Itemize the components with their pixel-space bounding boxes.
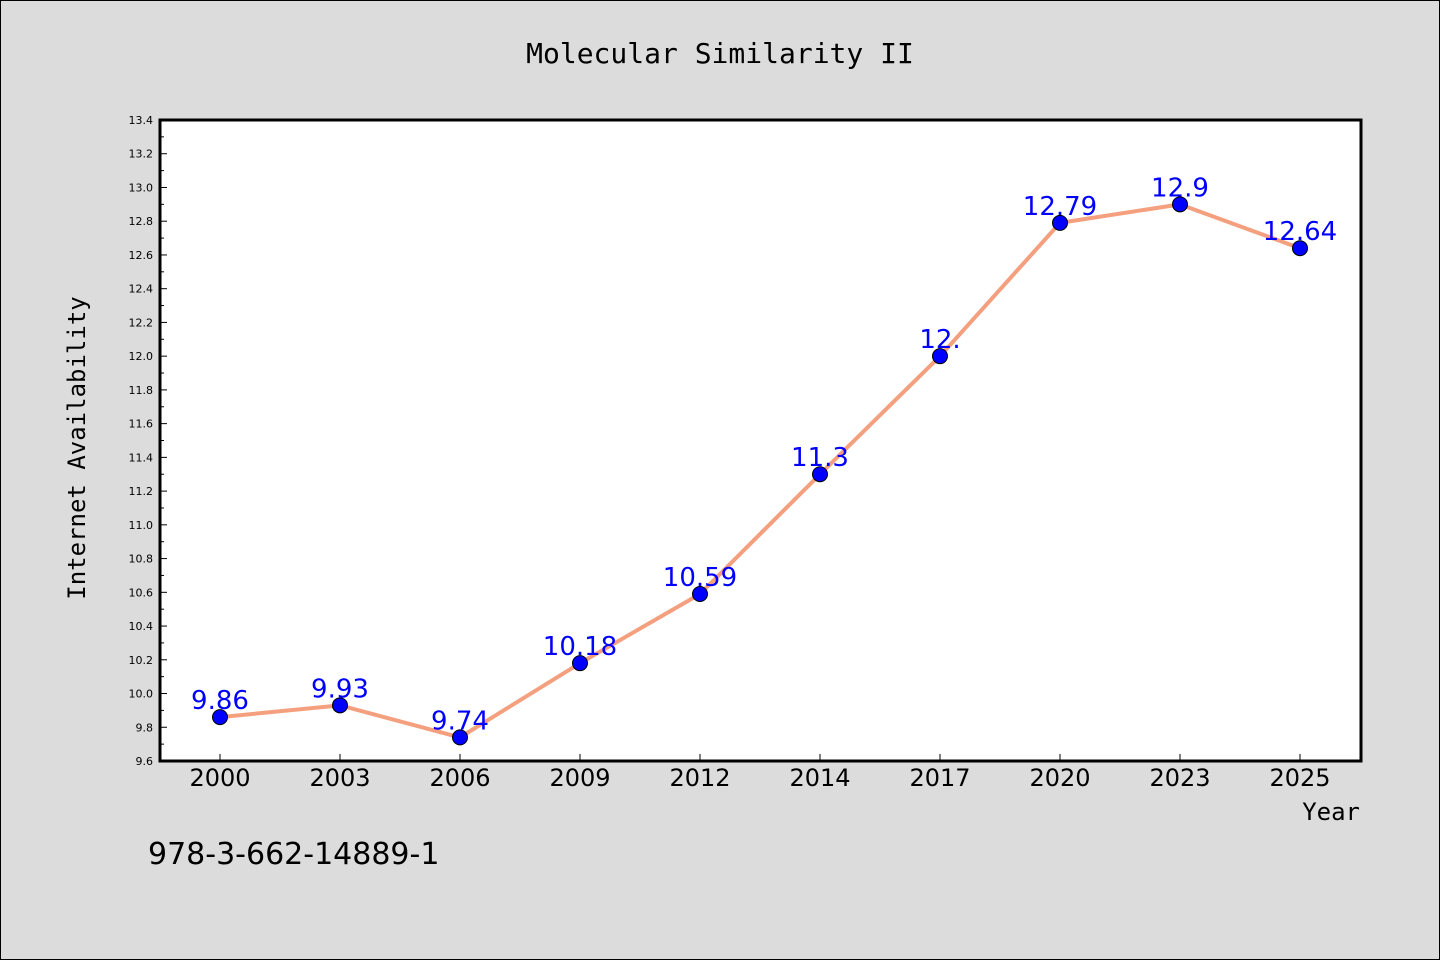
x-tick-label: 2000 — [189, 764, 250, 792]
data-point-marker — [1172, 196, 1188, 213]
data-label: 12.64 — [1263, 217, 1337, 247]
data-label: 10.59 — [663, 563, 737, 593]
data-label: 9.93 — [311, 674, 369, 704]
data-point-marker — [572, 655, 588, 672]
series-line — [219, 202, 1301, 740]
y-tick-label: 11.2 — [129, 485, 154, 498]
y-axis-label: Internet Availability — [63, 296, 91, 599]
y-tick-label: 10.4 — [129, 620, 154, 633]
y-tick-label: 13.4 — [129, 114, 154, 127]
data-point-marker — [1292, 240, 1308, 257]
y-axis-ticks: 9.6 9.8 10.0 10.2 10.4 10.6 10.8 11.0 11.2 11.4 11… — [129, 114, 167, 768]
x-tick-label: 2009 — [549, 764, 610, 792]
y-tick-label: 11.6 — [129, 418, 154, 431]
plot-area — [158, 118, 1363, 763]
y-tick-label: 12.6 — [129, 249, 154, 262]
y-tick-label: 10.0 — [129, 688, 154, 701]
data-point-marker — [332, 697, 348, 714]
y-tick-label: 11.4 — [129, 451, 154, 464]
x-tick-label: 2003 — [309, 764, 370, 792]
data-point-marker — [1052, 214, 1068, 231]
x-tick-label: 2025 — [1269, 764, 1330, 792]
data-point-marker — [692, 586, 708, 603]
data-point-marker — [812, 466, 828, 483]
x-tick-label: 2023 — [1149, 764, 1210, 792]
x-axis-label: Year — [1302, 798, 1360, 826]
y-tick-label: 12.0 — [129, 350, 154, 363]
x-tick-label: 2006 — [429, 764, 490, 792]
y-tick-label: 10.6 — [129, 586, 154, 599]
y-tick-label: 9.6 — [136, 755, 154, 768]
data-label: 9.86 — [191, 686, 249, 716]
series-line-group: 9.86 9.93 9.74 10.18 10.59 11.3 12. 12.79 12.9 12… — [191, 173, 1337, 746]
x-tick-label: 2014 — [789, 764, 850, 792]
y-tick-label: 11.8 — [129, 384, 154, 397]
y-tick-label: 12.2 — [129, 316, 154, 329]
data-label: 12. — [919, 325, 960, 355]
y-tick-label: 10.2 — [129, 654, 154, 667]
data-label: 11.3 — [791, 443, 849, 473]
chart-title: Molecular Similarity II — [526, 37, 914, 70]
data-point-marker — [452, 729, 468, 746]
y-tick-label: 12.8 — [129, 215, 154, 228]
data-point-marker — [932, 348, 948, 365]
x-tick-label: 2012 — [669, 764, 730, 792]
y-tick-label: 13.0 — [129, 181, 154, 194]
y-tick-label: 13.2 — [129, 148, 154, 161]
footer-isbn: 978-3-662-14889-1 — [148, 837, 439, 872]
x-tick-label: 2020 — [1029, 764, 1090, 792]
data-label: 12.79 — [1023, 192, 1097, 222]
y-tick-label: 11.0 — [129, 519, 154, 532]
data-label: 12.9 — [1151, 173, 1209, 203]
x-axis-ticks: 2000 2003 2006 2009 2012 2014 2017 2020 2023 2025 — [189, 754, 1331, 792]
y-tick-label: 9.8 — [136, 721, 154, 734]
data-point-marker — [212, 709, 228, 726]
data-label: 9.74 — [431, 706, 489, 736]
y-tick-label: 10.8 — [129, 553, 154, 566]
y-tick-label: 12.4 — [129, 283, 154, 296]
data-label: 10.18 — [543, 632, 617, 662]
x-tick-label: 2017 — [909, 764, 970, 792]
